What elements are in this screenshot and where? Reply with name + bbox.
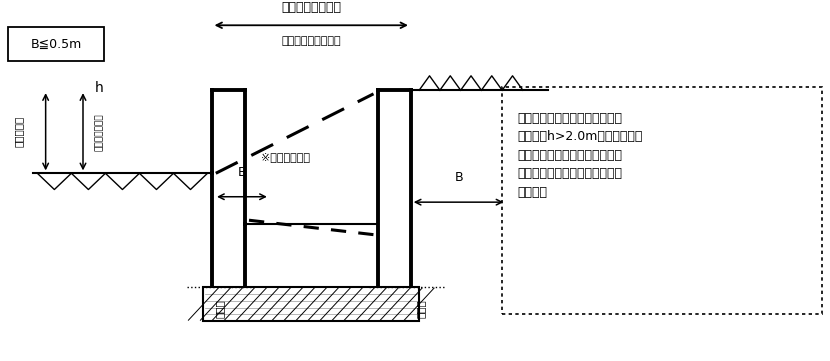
Bar <box>8 27 104 61</box>
Text: h: h <box>95 82 104 95</box>
Text: 部分的な切土工事: 部分的な切土工事 <box>281 1 341 14</box>
Text: 擁壁の高さ: 擁壁の高さ <box>13 116 23 147</box>
Text: 掘削線: 掘削線 <box>215 300 225 318</box>
Text: B: B <box>237 166 247 179</box>
Bar <box>203 287 419 321</box>
Text: B≦0.5m: B≦0.5m <box>31 38 81 51</box>
Bar <box>502 87 822 314</box>
Text: 駐車場等の築造等のための切土
の高さがh>2.0mであっても，
必要最小限のカーポートや階段
の築造である場合は，許可を要
しない。: 駐車場等の築造等のための切土 の高さがh>2.0mであっても， 必要最小限のカー… <box>517 112 642 199</box>
Text: （切土の高さ）: （切土の高さ） <box>95 113 104 151</box>
Text: B: B <box>454 171 463 184</box>
Text: 掘削線: 掘削線 <box>416 300 426 318</box>
Text: （擁壁の施工範囲）: （擁壁の施工範囲） <box>281 36 341 46</box>
Text: ※部分的な切土: ※部分的な切土 <box>261 152 310 162</box>
